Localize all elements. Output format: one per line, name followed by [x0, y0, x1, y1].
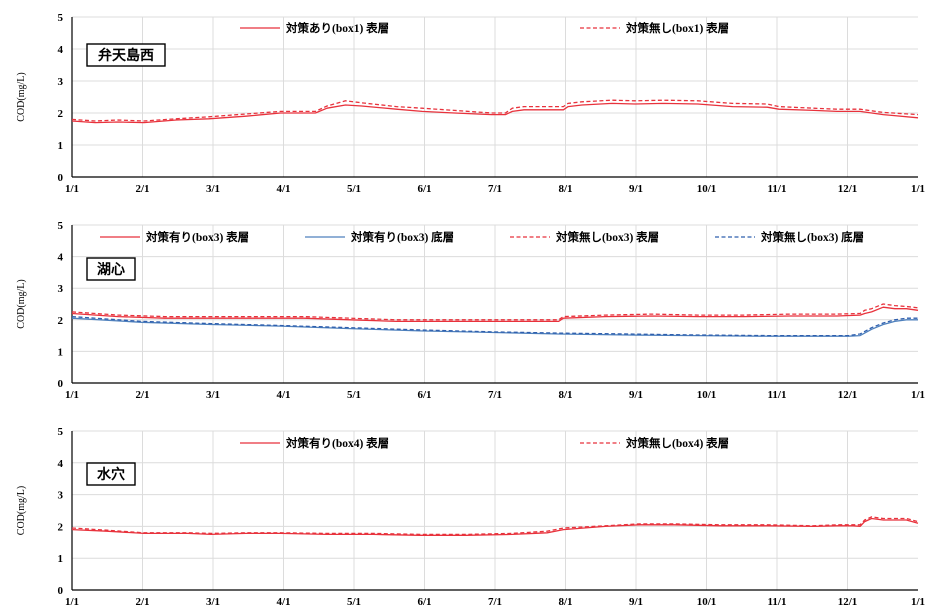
y-tick-label: 5: [58, 220, 64, 232]
x-tick-label: 11/1: [768, 596, 787, 607]
x-tick-label: 10/1: [697, 183, 717, 195]
series-line-2: [71, 516, 919, 536]
x-tick-label: 12/1: [838, 596, 858, 607]
x-tick-label: 8/1: [558, 389, 572, 401]
x-tick-label: 9/1: [629, 596, 643, 607]
series-line-2: [71, 99, 919, 122]
series-line-3: [71, 303, 919, 321]
x-tick-label: 12/1: [838, 183, 858, 195]
series-line-1: [71, 102, 919, 124]
x-tick-label: 6/1: [417, 183, 431, 195]
station-label: 水穴: [97, 466, 125, 483]
legend-label: 対策無し(box4) 表層: [625, 436, 729, 450]
y-tick-label: 0: [58, 172, 64, 184]
y-tick-label: 2: [58, 108, 64, 120]
x-tick-label: 5/1: [347, 183, 361, 195]
legend-label: 対策有り(box3) 表層: [145, 230, 249, 244]
y-tick-label: 4: [58, 458, 64, 470]
y-axis-title: COD(mg/L): [16, 279, 27, 328]
x-tick-label: 4/1: [276, 596, 290, 607]
y-tick-label: 1: [58, 346, 64, 358]
y-tick-label: 1: [58, 140, 64, 152]
y-tick-label: 2: [58, 521, 64, 533]
y-axis-title: COD(mg/L): [16, 72, 27, 121]
y-tick-label: 3: [58, 283, 64, 295]
series-line-1: [71, 306, 919, 323]
station-label-box: [86, 462, 136, 486]
y-tick-label: 4: [58, 252, 64, 264]
legend-label: 対策無し(box3) 表層: [555, 230, 659, 244]
x-tick-label: 7/1: [488, 183, 502, 195]
station-label: 湖心: [97, 262, 125, 278]
legend-label: 対策無し(box1) 表層: [625, 21, 729, 35]
x-tick-label: 2/1: [135, 183, 149, 195]
legend-label: 対策あり(box1) 表層: [285, 21, 389, 35]
y-tick-label: 5: [58, 12, 64, 24]
x-tick-label: 3/1: [206, 596, 220, 607]
y-tick-label: 0: [58, 585, 64, 597]
x-tick-label: 1/1: [911, 596, 925, 607]
x-tick-label: 7/1: [488, 389, 502, 401]
x-tick-label: 4/1: [276, 183, 290, 195]
legend-label: 対策有り(box3) 底層: [350, 230, 454, 244]
station-label: 弁天島西: [98, 47, 154, 64]
y-tick-label: 3: [58, 76, 64, 88]
station-label-box: [86, 257, 136, 281]
y-tick-label: 0: [58, 378, 64, 390]
x-tick-label: 3/1: [206, 389, 220, 401]
y-tick-label: 5: [58, 426, 64, 438]
x-tick-label: 10/1: [697, 389, 717, 401]
x-tick-label: 5/1: [347, 596, 361, 607]
legend-label: 対策無し(box3) 底層: [760, 230, 864, 244]
x-tick-label: 11/1: [768, 183, 787, 195]
series-line-4: [71, 315, 918, 337]
x-tick-label: 9/1: [629, 389, 643, 401]
x-tick-label: 8/1: [558, 183, 572, 195]
x-tick-label: 3/1: [206, 183, 220, 195]
y-tick-label: 2: [58, 315, 64, 327]
x-tick-label: 10/1: [697, 596, 717, 607]
x-tick-label: 8/1: [558, 596, 572, 607]
chart-panel-3: 0 1 2 3 4 5 1/1 2/1 3/1 4/1 5/1 6/1 7/1 8/1 9/1 10/1 11/…: [16, 426, 925, 607]
x-tick-label: 5/1: [347, 389, 361, 401]
x-tick-label: 4/1: [276, 389, 290, 401]
x-tick-label: 9/1: [629, 183, 643, 195]
y-tick-label: 4: [58, 44, 64, 56]
x-tick-label: 6/1: [417, 596, 431, 607]
x-tick-label: 2/1: [135, 389, 149, 401]
legend-label: 対策有り(box4) 表層: [285, 436, 389, 450]
y-tick-label: 1: [58, 553, 64, 565]
x-tick-label: 1/1: [911, 183, 925, 195]
chart-panel-1: 0 1 2 3 4 5 1/1 2/1 3/1 4/1 5/1 6/1 7/1 8/1 9/1 10/1 11/…: [16, 12, 925, 195]
x-tick-label: 1/1: [65, 596, 79, 607]
station-label-box: [86, 43, 166, 67]
x-tick-label: 1/1: [65, 389, 79, 401]
y-axis-title: COD(mg/L): [16, 486, 27, 535]
x-tick-label: 1/1: [65, 183, 79, 195]
x-tick-label: 12/1: [838, 389, 858, 401]
y-tick-label: 3: [58, 490, 64, 502]
x-tick-label: 11/1: [768, 389, 787, 401]
x-tick-label: 1/1: [911, 389, 925, 401]
x-tick-label: 6/1: [417, 389, 431, 401]
x-tick-label: 7/1: [488, 596, 502, 607]
x-tick-label: 2/1: [135, 596, 149, 607]
chart-panel-2: 0 1 2 3 4 5 1/1 2/1 3/1 4/1 5/1 6/1 7/1 8/1 9/1 10/1 11/…: [16, 220, 925, 401]
